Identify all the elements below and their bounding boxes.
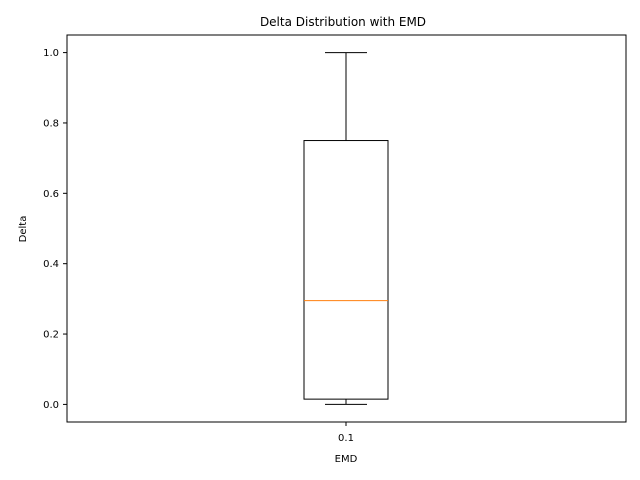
y-axis: 0.0 0.2 0.4 0.6 0.8 1.0	[43, 48, 67, 411]
y-tick-label: 0.0	[43, 400, 59, 411]
y-tick-label: 0.4	[43, 259, 59, 270]
y-axis-label: Delta	[18, 216, 29, 243]
box-group	[303, 52, 389, 405]
y-tick-label: 0.8	[43, 118, 59, 129]
chart-title: Delta Distribution with EMD	[260, 15, 426, 29]
y-tick-label: 0.6	[43, 189, 59, 200]
box-iqr	[303, 140, 389, 400]
x-axis: 0.1	[338, 422, 354, 444]
y-tick-label: 0.2	[43, 330, 59, 341]
y-tick-label: 1.0	[43, 48, 59, 59]
x-axis-label: EMD	[335, 454, 358, 465]
x-tick-label: 0.1	[338, 433, 354, 444]
